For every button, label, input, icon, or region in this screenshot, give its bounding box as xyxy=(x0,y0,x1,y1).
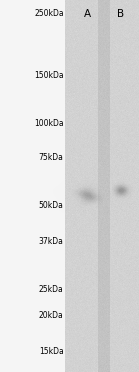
Text: 75kDa: 75kDa xyxy=(39,154,64,163)
Text: 25kDa: 25kDa xyxy=(39,285,64,294)
Text: B: B xyxy=(117,9,125,19)
Text: 100kDa: 100kDa xyxy=(34,119,64,128)
Text: 150kDa: 150kDa xyxy=(34,71,64,80)
Text: 37kDa: 37kDa xyxy=(39,237,64,247)
Text: 50kDa: 50kDa xyxy=(39,202,64,211)
Text: A: A xyxy=(84,9,91,19)
Text: 15kDa: 15kDa xyxy=(39,346,64,356)
Text: 250kDa: 250kDa xyxy=(34,10,64,19)
Text: 20kDa: 20kDa xyxy=(39,311,64,321)
